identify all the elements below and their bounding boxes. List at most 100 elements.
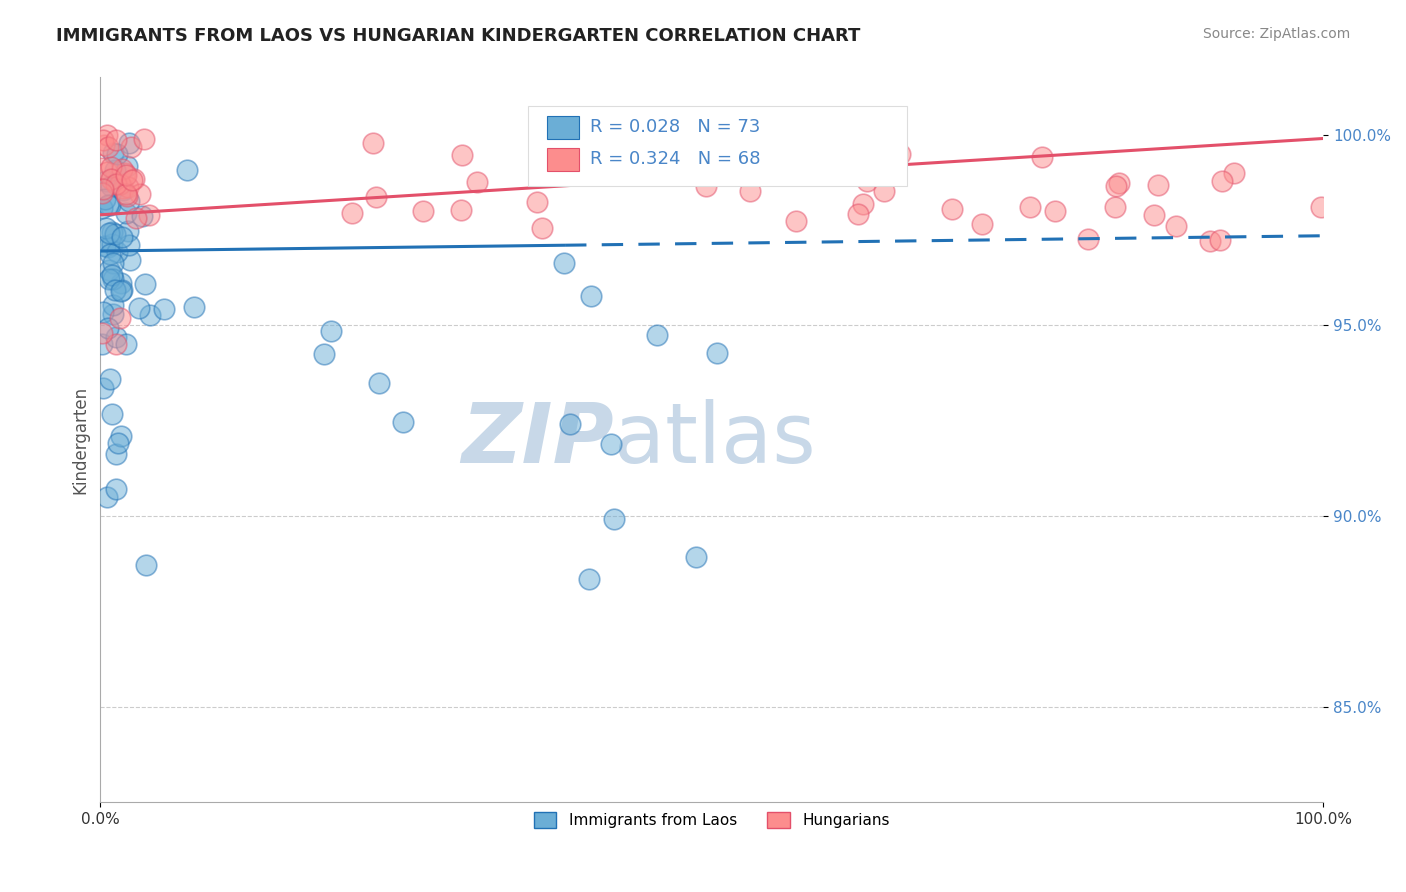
Point xyxy=(1045,204,1067,219)
Point xyxy=(695,178,717,193)
Point xyxy=(111,283,134,297)
Point xyxy=(101,145,124,160)
Point xyxy=(1077,232,1099,246)
Point xyxy=(93,137,115,152)
Point xyxy=(361,136,384,150)
Point xyxy=(367,376,389,391)
Point xyxy=(1104,200,1126,214)
Point xyxy=(100,237,122,252)
Point xyxy=(129,186,152,201)
Point xyxy=(183,300,205,314)
Point xyxy=(105,147,128,161)
Point xyxy=(560,417,582,431)
Point xyxy=(1031,150,1053,164)
Point xyxy=(412,203,434,218)
Y-axis label: Kindergarten: Kindergarten xyxy=(72,385,89,494)
Point xyxy=(118,136,141,151)
Point xyxy=(319,324,342,338)
Point xyxy=(104,283,127,297)
Point xyxy=(91,305,114,319)
Point xyxy=(104,330,127,344)
Point xyxy=(111,162,134,177)
Point xyxy=(1223,166,1246,180)
Point xyxy=(578,572,600,586)
Point xyxy=(603,512,626,526)
Point xyxy=(1208,233,1230,247)
Point xyxy=(107,436,129,450)
Text: Source: ZipAtlas.com: Source: ZipAtlas.com xyxy=(1202,27,1350,41)
Point xyxy=(120,140,142,154)
Point xyxy=(1310,200,1333,214)
Point xyxy=(1143,208,1166,222)
Point xyxy=(105,133,128,147)
Point xyxy=(314,347,336,361)
Point xyxy=(105,446,128,460)
Point xyxy=(114,166,136,180)
Point xyxy=(138,208,160,222)
Point xyxy=(114,336,136,351)
Point xyxy=(97,272,120,286)
Point xyxy=(94,174,117,188)
Point xyxy=(118,194,141,208)
Point xyxy=(873,184,896,198)
Point xyxy=(110,277,132,291)
Point xyxy=(1104,178,1126,193)
Legend: Immigrants from Laos, Hungarians: Immigrants from Laos, Hungarians xyxy=(527,806,896,835)
Point xyxy=(1146,178,1168,192)
Point xyxy=(97,240,120,254)
Point xyxy=(101,407,124,421)
Point xyxy=(91,381,114,395)
Point xyxy=(104,162,127,177)
Point xyxy=(101,272,124,286)
Point xyxy=(105,483,128,497)
Point xyxy=(870,147,893,161)
Point xyxy=(101,255,124,269)
Point xyxy=(117,238,139,252)
Text: atlas: atlas xyxy=(614,400,815,481)
Point xyxy=(90,326,112,340)
Text: R = 0.028   N = 73: R = 0.028 N = 73 xyxy=(589,119,759,136)
Point xyxy=(122,171,145,186)
Point xyxy=(96,165,118,179)
FancyBboxPatch shape xyxy=(529,106,907,186)
Point xyxy=(105,337,128,351)
Point xyxy=(91,186,114,201)
FancyBboxPatch shape xyxy=(547,148,578,171)
Text: ZIP: ZIP xyxy=(461,400,614,481)
Point xyxy=(115,189,138,203)
Point xyxy=(738,184,761,198)
Point xyxy=(90,201,112,215)
Point xyxy=(1211,174,1233,188)
Point xyxy=(117,180,139,194)
Point xyxy=(117,224,139,238)
Point xyxy=(785,214,807,228)
Point xyxy=(100,172,122,186)
Point xyxy=(176,162,198,177)
Point xyxy=(135,558,157,572)
Text: R = 0.324   N = 68: R = 0.324 N = 68 xyxy=(589,151,761,169)
Point xyxy=(128,301,150,315)
Point xyxy=(131,209,153,223)
Point xyxy=(110,310,132,325)
Point xyxy=(860,138,883,153)
Point xyxy=(1018,200,1040,214)
Point xyxy=(110,177,132,191)
Point xyxy=(780,154,803,169)
Point xyxy=(941,202,963,217)
Point xyxy=(96,490,118,504)
Point xyxy=(530,220,553,235)
Point xyxy=(685,550,707,565)
Point xyxy=(114,187,136,202)
Point xyxy=(98,247,121,261)
Point xyxy=(889,147,911,161)
Point xyxy=(105,245,128,260)
Point xyxy=(855,174,877,188)
Point xyxy=(110,428,132,442)
Point xyxy=(93,192,115,206)
Point xyxy=(134,277,156,291)
Point xyxy=(600,437,623,451)
Point xyxy=(714,135,737,149)
Point xyxy=(97,262,120,277)
Point xyxy=(96,128,118,143)
FancyBboxPatch shape xyxy=(547,116,578,139)
